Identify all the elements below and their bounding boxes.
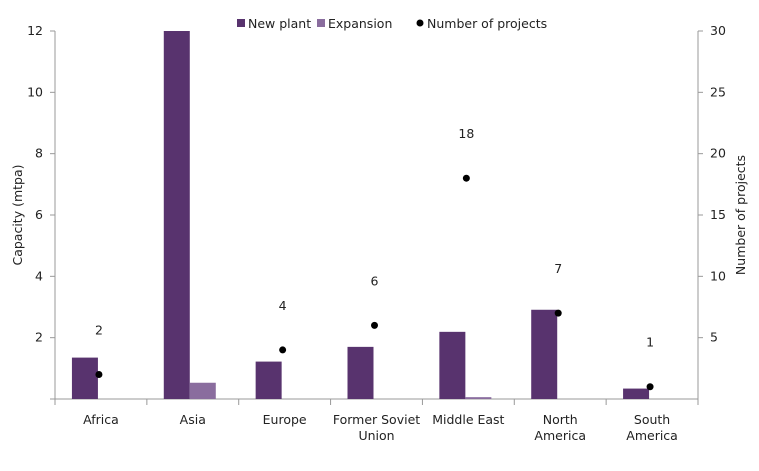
- x-tick-label: South: [634, 412, 670, 427]
- point-label: 18: [458, 126, 474, 141]
- x-tick-label: Africa: [83, 412, 119, 427]
- legend-marker: [416, 19, 424, 27]
- legend-label: New plant: [248, 16, 311, 31]
- bar-new-plant: [255, 361, 282, 399]
- y-axis-label: Capacity (mtpa): [10, 164, 25, 265]
- y-tick-label: 4: [35, 268, 43, 283]
- x-tick-label: America: [534, 428, 586, 443]
- y2-tick-label: 5: [710, 330, 718, 345]
- y2-tick-label: 25: [710, 84, 726, 99]
- point-label: 7: [554, 261, 562, 276]
- y-tick-label: 10: [27, 84, 43, 99]
- y-tick-label: 6: [35, 207, 43, 222]
- y-tick-label: 12: [27, 23, 43, 38]
- x-tick-label: Former Soviet: [333, 412, 420, 427]
- point-projects: [646, 383, 654, 391]
- y2-axis-label: Number of projects: [733, 155, 748, 275]
- point-projects: [95, 370, 103, 378]
- legend-swatch: [317, 19, 325, 27]
- point-label: 6: [371, 273, 379, 288]
- bar-new-plant: [439, 331, 466, 399]
- point-label: 4: [279, 298, 287, 313]
- x-tick-label: Asia: [180, 412, 206, 427]
- bar-new-plant: [623, 388, 650, 399]
- bar-new-plant: [531, 309, 558, 399]
- x-tick-label: Union: [358, 428, 394, 443]
- bar-expansion: [189, 382, 216, 399]
- point-label: 2: [95, 322, 103, 337]
- y2-tick-label: 15: [710, 207, 726, 222]
- point-projects: [279, 346, 287, 354]
- point-label: 1: [646, 335, 654, 350]
- y2-tick-label: 20: [710, 146, 726, 161]
- point-projects: [371, 321, 378, 329]
- y2-tick-label: 10: [710, 268, 726, 283]
- x-tick-label: North: [543, 412, 578, 427]
- y-tick-label: 8: [35, 146, 43, 161]
- bar-new-plant: [163, 31, 190, 399]
- x-tick-label: America: [626, 428, 678, 443]
- bar-expansion: [465, 397, 492, 399]
- x-tick-label: Europe: [263, 412, 307, 427]
- point-projects: [462, 174, 470, 182]
- legend-label: Expansion: [328, 16, 392, 31]
- point-projects: [554, 309, 562, 317]
- x-tick-label: Middle East: [432, 412, 504, 427]
- legend-swatch: [237, 19, 245, 27]
- bar-new-plant: [71, 357, 98, 399]
- y-tick-label: 2: [35, 330, 43, 345]
- bar-new-plant: [347, 346, 374, 399]
- y2-tick-label: 30: [710, 23, 726, 38]
- legend-label: Number of projects: [427, 16, 547, 31]
